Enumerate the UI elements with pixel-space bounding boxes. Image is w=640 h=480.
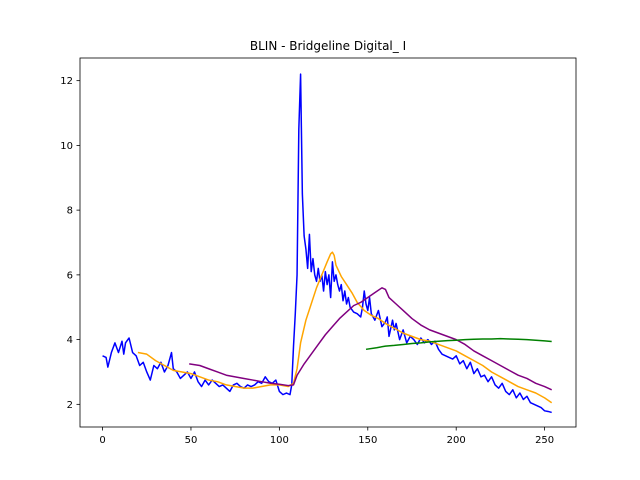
y-tick-label: 12 — [60, 76, 73, 87]
x-tick-label: 200 — [447, 435, 466, 446]
x-tick-label: 50 — [185, 435, 198, 446]
series-line-3 — [189, 287, 553, 391]
x-tick-label: 0 — [99, 435, 105, 446]
y-tick-label: 2 — [67, 400, 73, 411]
series-line-1 — [102, 73, 552, 414]
axes-frame — [79, 57, 577, 428]
y-tick-label: 6 — [67, 270, 73, 281]
series-line-4 — [365, 337, 552, 351]
x-tick-label: 250 — [535, 435, 554, 446]
x-tick-label: 100 — [270, 435, 289, 446]
y-tick-label: 4 — [67, 335, 73, 346]
y-tick-label: 8 — [67, 206, 73, 217]
x-tick-label: 150 — [358, 435, 377, 446]
series-line-2 — [137, 251, 553, 404]
chart-title: BLIN - Bridgeline Digital_ I — [250, 39, 406, 53]
plot-area: 0 50 100 150 200 250 2 4 6 8 10 12 — [60, 57, 577, 446]
y-tick-label: 10 — [60, 141, 73, 152]
